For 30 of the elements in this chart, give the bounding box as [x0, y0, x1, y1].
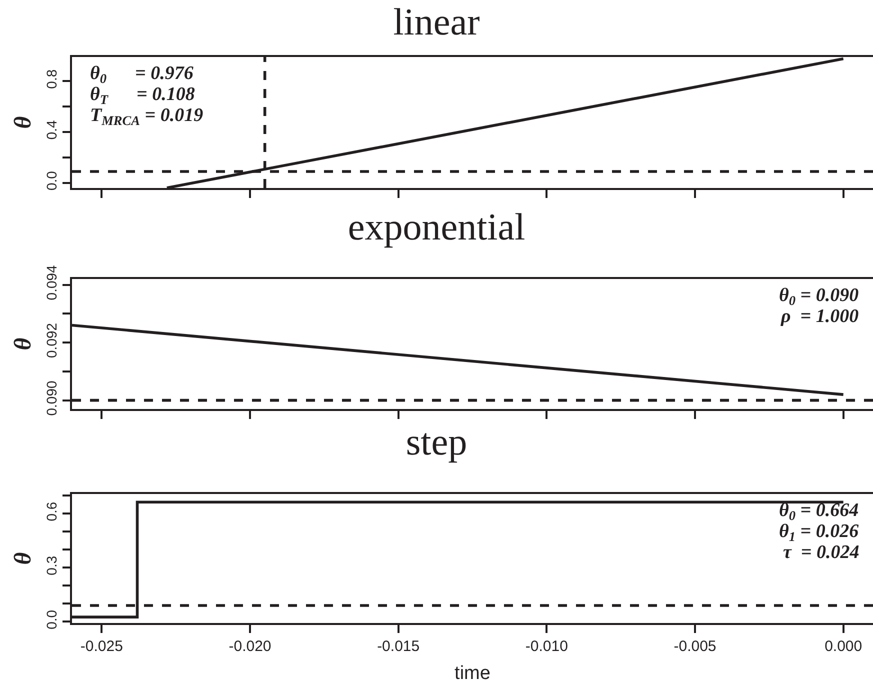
y-axis-title: θ: [10, 552, 36, 565]
text: θ$_{T}$ = 0.108: [90, 84, 195, 107]
y-tick-label: 0.6: [44, 502, 60, 522]
y-tick-label: 0.094: [44, 264, 60, 300]
x-tick-label: 0.000: [824, 638, 862, 655]
text: θ$_{0}$ = 0.976: [90, 63, 194, 86]
y-tick-label: 0.3: [44, 556, 60, 576]
annotation: T$_{MRCA}$ = 0.019: [90, 105, 204, 128]
annotation: θ$_{0}$ = 0.090: [779, 285, 860, 308]
x-axis-title: time: [454, 663, 490, 684]
annotation: τ = 0.024: [783, 542, 860, 563]
annotation: θ$_{1}$ = 0.026: [779, 521, 860, 544]
y-tick-label: 0.8: [44, 69, 60, 89]
annotation: ρ = 1.000: [780, 306, 860, 327]
y-tick-label: 0.090: [44, 380, 60, 416]
x-tick-label: -0.005: [674, 638, 716, 655]
y-axis-title: θ: [10, 116, 36, 129]
y-tick-label: 0.4: [44, 120, 60, 140]
y-axis-title: θ: [10, 337, 36, 350]
y-tick-label: 0.092: [44, 322, 60, 358]
chart-title: exponential: [348, 206, 526, 249]
x-tick-label: -0.020: [228, 638, 272, 655]
y-tick-label: 0.0: [44, 610, 60, 630]
x-tick-label: -0.025: [80, 638, 123, 655]
x-tick-label: -0.015: [377, 638, 420, 655]
chart-title: linear: [393, 2, 480, 44]
annotation: θ$_{0}$ = 0.664: [779, 500, 859, 523]
chart-title: step: [406, 422, 468, 464]
x-tick-label: -0.010: [525, 638, 568, 655]
y-tick-label: 0.0: [44, 170, 60, 191]
